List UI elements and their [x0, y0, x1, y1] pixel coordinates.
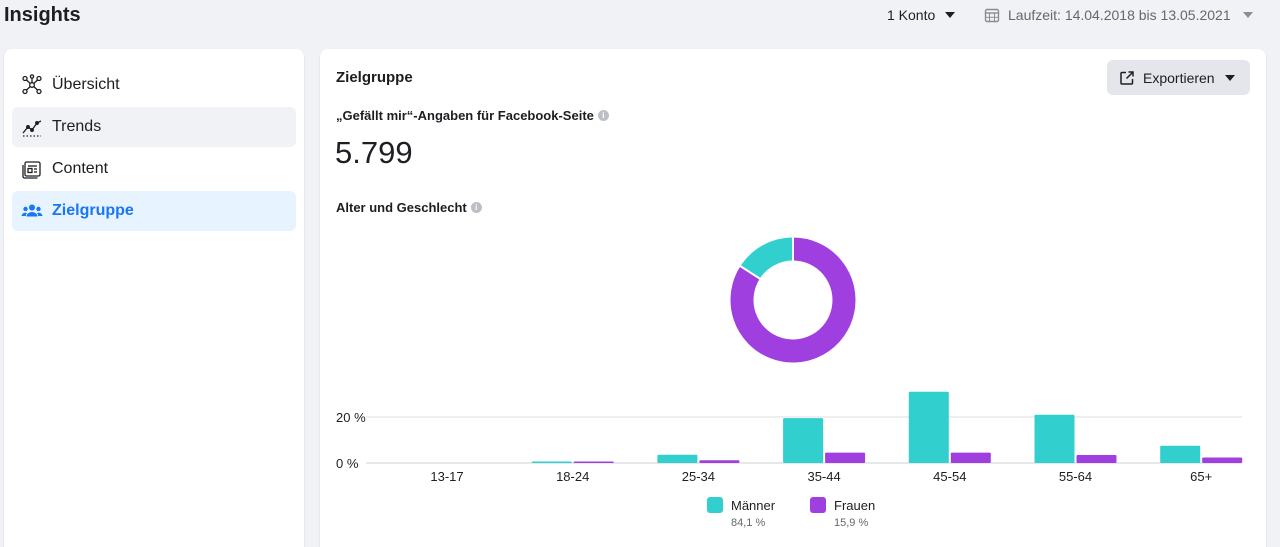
bar-women-45-54[interactable]	[950, 452, 991, 463]
caret-down-icon	[945, 12, 956, 18]
sidebar-item-label: Trends	[52, 118, 102, 135]
x-tick-label: 18-24	[556, 469, 589, 484]
age-gender-label-text: Alter und Geschlecht	[336, 200, 467, 215]
legend-pct-men: 84,1 %	[731, 517, 766, 529]
legend-swatch-men	[707, 497, 723, 513]
bar-men-35-44[interactable]	[783, 418, 824, 463]
x-tick-label: 55-64	[1059, 469, 1092, 484]
y-tick-label: 20 %	[336, 410, 366, 425]
export-button[interactable]: Exportieren	[1107, 60, 1250, 95]
x-tick-label: 45-54	[933, 469, 966, 484]
export-label: Exportieren	[1143, 69, 1215, 86]
bar-men-25-34[interactable]	[657, 454, 698, 463]
caret-down-icon	[1224, 74, 1235, 81]
legend-women: Frauen 15,9 %	[810, 497, 875, 529]
account-label: 1 Konto	[887, 7, 936, 23]
bar-men-55-64[interactable]	[1034, 414, 1075, 463]
x-tick-label: 35-44	[807, 469, 840, 484]
age-gender-label: Alter und Geschlecht i	[336, 200, 482, 215]
donut-slice-women[interactable]	[730, 237, 856, 363]
sidebar-item-label: Content	[52, 160, 109, 177]
sidebar-item-label: Zielgruppe	[52, 202, 134, 219]
top-bar: Insights 1 Konto Laufzeit: 14.04.2018 bi…	[0, 0, 1280, 40]
donut-slice-men[interactable]	[740, 237, 794, 280]
page-likes-label: „Gefällt mir“-Angaben für Facebook-Seite…	[336, 108, 609, 123]
bar-women-55-64[interactable]	[1076, 454, 1117, 463]
y-tick-label: 0 %	[336, 456, 359, 471]
audience-panel: Zielgruppe Exportieren „Gefällt mir“-Ang…	[320, 49, 1266, 547]
app-title: Insights	[4, 4, 81, 26]
bar-women-18-24[interactable]	[573, 461, 614, 464]
legend-pct-women: 15,9 %	[834, 517, 869, 529]
bar-men-65+[interactable]	[1160, 445, 1201, 463]
external-link-icon	[1120, 70, 1134, 85]
sidebar-item-audience[interactable]: Zielgruppe	[12, 191, 296, 231]
trend-icon	[20, 115, 44, 139]
legend-swatch-women	[810, 497, 826, 513]
calendar-icon	[984, 7, 1000, 23]
legend-label-men: Männer	[731, 497, 776, 513]
sidebar-item-overview[interactable]: Übersicht	[12, 65, 296, 105]
bar-women-35-44[interactable]	[825, 452, 866, 463]
bar-women-25-34[interactable]	[699, 460, 740, 463]
people-icon	[20, 199, 44, 223]
donut-separator	[739, 264, 762, 281]
date-range-picker[interactable]: Laufzeit: 14.04.2018 bis 13.05.2021	[984, 7, 1253, 23]
x-tick-label: 13-17	[430, 469, 463, 484]
bar-men-18-24[interactable]	[531, 461, 572, 464]
sidebar-item-content[interactable]: Content	[12, 149, 296, 189]
age-gender-bar-chart: 0 % 20 % 13-17 18-24 25-34 35-44 45-54 55-64 65+	[336, 391, 1243, 484]
sidebar-item-label: Übersicht	[52, 76, 120, 93]
x-tick-label: 65+	[1190, 469, 1212, 484]
caret-down-icon	[1242, 12, 1253, 18]
network-icon	[20, 73, 44, 97]
page-likes-value: 5.799	[335, 135, 413, 170]
info-icon[interactable]: i	[597, 110, 609, 121]
info-icon[interactable]: i	[470, 202, 482, 213]
date-range-label: Laufzeit: 14.04.2018 bis 13.05.2021	[1008, 7, 1231, 23]
bar-men-45-54[interactable]	[908, 391, 949, 463]
sidebar: Übersicht Trends Content	[4, 49, 304, 547]
sidebar-item-trends[interactable]: Trends	[12, 107, 296, 147]
page-likes-label-text: „Gefällt mir“-Angaben für Facebook-Seite	[336, 108, 594, 123]
section-title: Zielgruppe	[336, 69, 413, 86]
gender-donut-chart	[730, 237, 856, 363]
legend-men: Männer 84,1 %	[707, 497, 775, 529]
bar-women-65+[interactable]	[1202, 457, 1243, 463]
account-dropdown[interactable]: 1 Konto	[887, 7, 956, 23]
legend-label-women: Frauen	[834, 497, 876, 513]
content-icon	[20, 157, 44, 181]
x-tick-label: 25-34	[682, 469, 715, 484]
